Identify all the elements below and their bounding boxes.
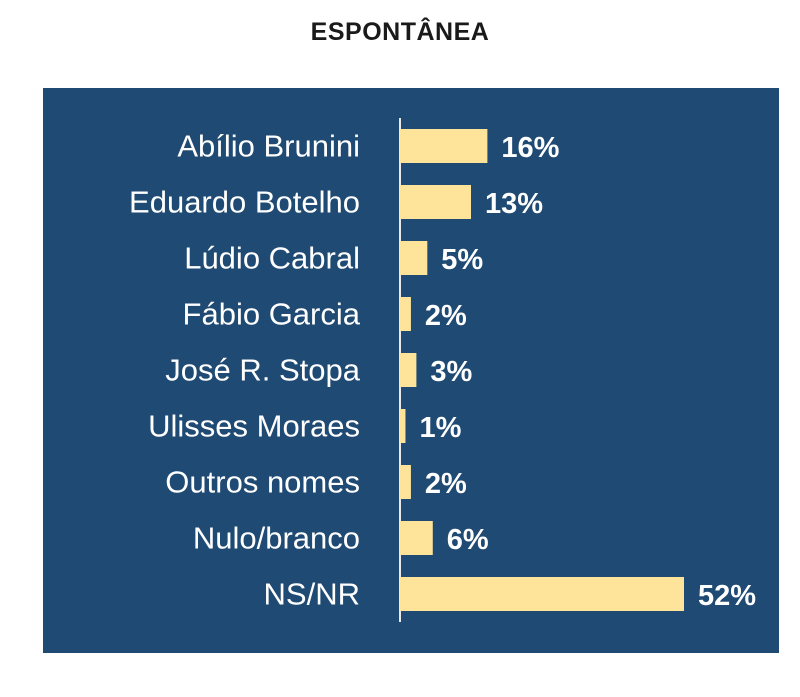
bar bbox=[400, 129, 488, 163]
chart-panel: Abílio Brunini 16% Eduardo Botelho 13% Lúdio… bbox=[43, 88, 779, 653]
bar bbox=[400, 297, 411, 331]
category-label: NS/NR bbox=[264, 577, 360, 612]
category-label: Eduardo Botelho bbox=[129, 185, 360, 220]
bar bbox=[400, 409, 406, 443]
category-label: Abílio Brunini bbox=[177, 129, 360, 164]
chart-title: ESPONTÂNEA bbox=[310, 18, 490, 46]
bar bbox=[400, 577, 684, 611]
bar bbox=[400, 241, 428, 275]
category-label: Nulo/branco bbox=[193, 521, 360, 556]
value-label: 1% bbox=[419, 412, 461, 444]
value-label: 13% bbox=[485, 188, 543, 220]
category-label: Fábio Garcia bbox=[183, 297, 361, 332]
value-label: 52% bbox=[698, 580, 756, 612]
value-label: 2% bbox=[425, 468, 467, 500]
bar bbox=[400, 465, 411, 499]
value-label: 2% bbox=[425, 300, 467, 332]
category-label: Lúdio Cabral bbox=[184, 241, 360, 276]
value-label: 6% bbox=[447, 524, 489, 556]
category-label: Ulisses Moraes bbox=[148, 409, 360, 444]
bar-chart: Abílio Brunini 16% Eduardo Botelho 13% Lúdio… bbox=[129, 118, 756, 622]
bar bbox=[400, 353, 417, 387]
bar bbox=[400, 185, 471, 219]
bar bbox=[400, 521, 433, 555]
value-label: 3% bbox=[430, 356, 472, 388]
value-label: 16% bbox=[501, 132, 559, 164]
value-label: 5% bbox=[441, 244, 483, 276]
category-label: Outros nomes bbox=[165, 465, 360, 500]
category-label: José R. Stopa bbox=[165, 353, 360, 388]
